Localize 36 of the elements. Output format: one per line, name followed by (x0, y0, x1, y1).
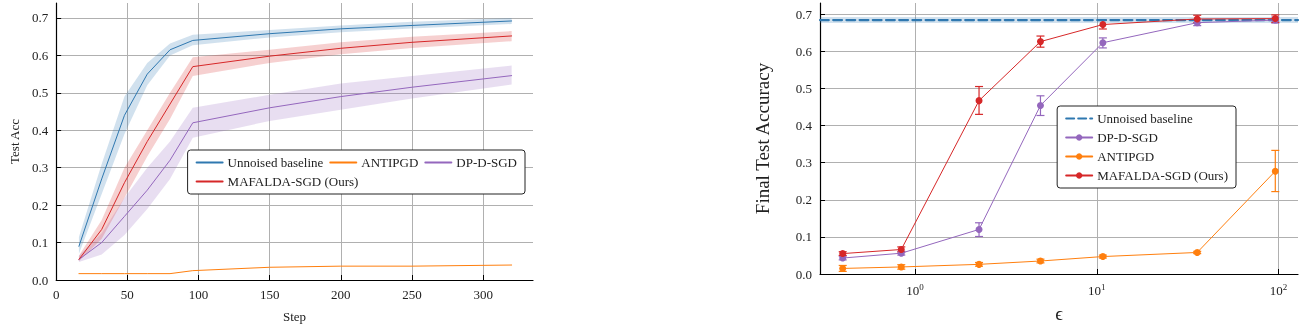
x-tick-label: 150 (259, 287, 280, 302)
y-tick-label: 0.2 (31, 197, 49, 213)
y-tick-label: 0.1 (795, 229, 812, 245)
y-tick-label: 0.3 (31, 160, 49, 176)
y-tick-label: 0.3 (795, 155, 812, 171)
legend-label: ANTIPGD (1097, 149, 1155, 164)
x-tick-label: 100 (188, 287, 209, 302)
x-tick-label: 250 (402, 287, 422, 302)
x-axis-title: Step (283, 309, 307, 324)
y-tick-label: 0.2 (795, 192, 812, 208)
y-tick-label: 0.6 (795, 43, 813, 59)
y-axis-title: Test Acc (7, 118, 22, 164)
y-tick-label: 0.1 (31, 235, 49, 251)
x-tick-label: 0 (52, 287, 60, 302)
y-tick-label: 0.0 (795, 266, 812, 282)
line-series (78, 264, 513, 275)
y-tick-label: 0.4 (795, 118, 813, 134)
y-tick-label: 0.4 (31, 122, 49, 138)
x-tick-label: 200 (331, 287, 351, 302)
legend-label: MAFALDA-SGD (Ours) (227, 174, 359, 189)
y-tick-label: 0.6 (31, 47, 49, 63)
y-axis-title: Final Test Accuracy (752, 62, 773, 215)
legend-label: MAFALDA-SGD (Ours) (1097, 168, 1229, 183)
legend-label: Unnoised baseline (1097, 111, 1194, 126)
y-tick-label: 0.7 (795, 6, 813, 22)
legend-label: DP-D-SGD (1097, 130, 1158, 145)
legend-label: DP-D-SGD (456, 155, 517, 170)
legend-label: Unnoised baseline (227, 155, 324, 170)
y-tick-label: 0.5 (31, 85, 49, 101)
x-axis-title: ϵ (1055, 303, 1064, 324)
y-tick-label: 0.5 (795, 80, 812, 96)
y-tick-label: 0.0 (31, 272, 49, 288)
y-tick-label: 0.7 (31, 10, 49, 26)
legend-label: ANTIPGD (361, 155, 419, 170)
x-tick-label: 300 (473, 287, 493, 302)
x-tick-label: 50 (120, 287, 134, 302)
